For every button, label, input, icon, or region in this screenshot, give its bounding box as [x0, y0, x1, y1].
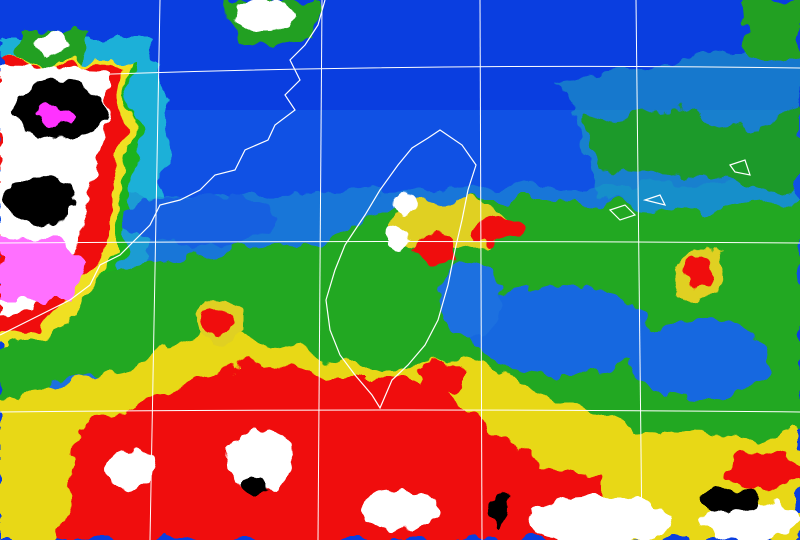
latitude-line — [0, 65, 800, 79]
longitude-line — [317, 0, 323, 540]
longitude-line — [479, 0, 483, 540]
taiwan-outline — [325, 129, 477, 410]
coastline — [0, 0, 751, 410]
longitude-line — [635, 0, 643, 540]
island — [608, 204, 637, 221]
latitude-line — [0, 241, 800, 244]
island — [642, 194, 667, 206]
china-coast — [0, 0, 326, 336]
longitude-line — [149, 0, 161, 540]
latitude-line — [0, 409, 800, 413]
island — [729, 159, 751, 176]
cloud-magenta — [0, 105, 85, 300]
